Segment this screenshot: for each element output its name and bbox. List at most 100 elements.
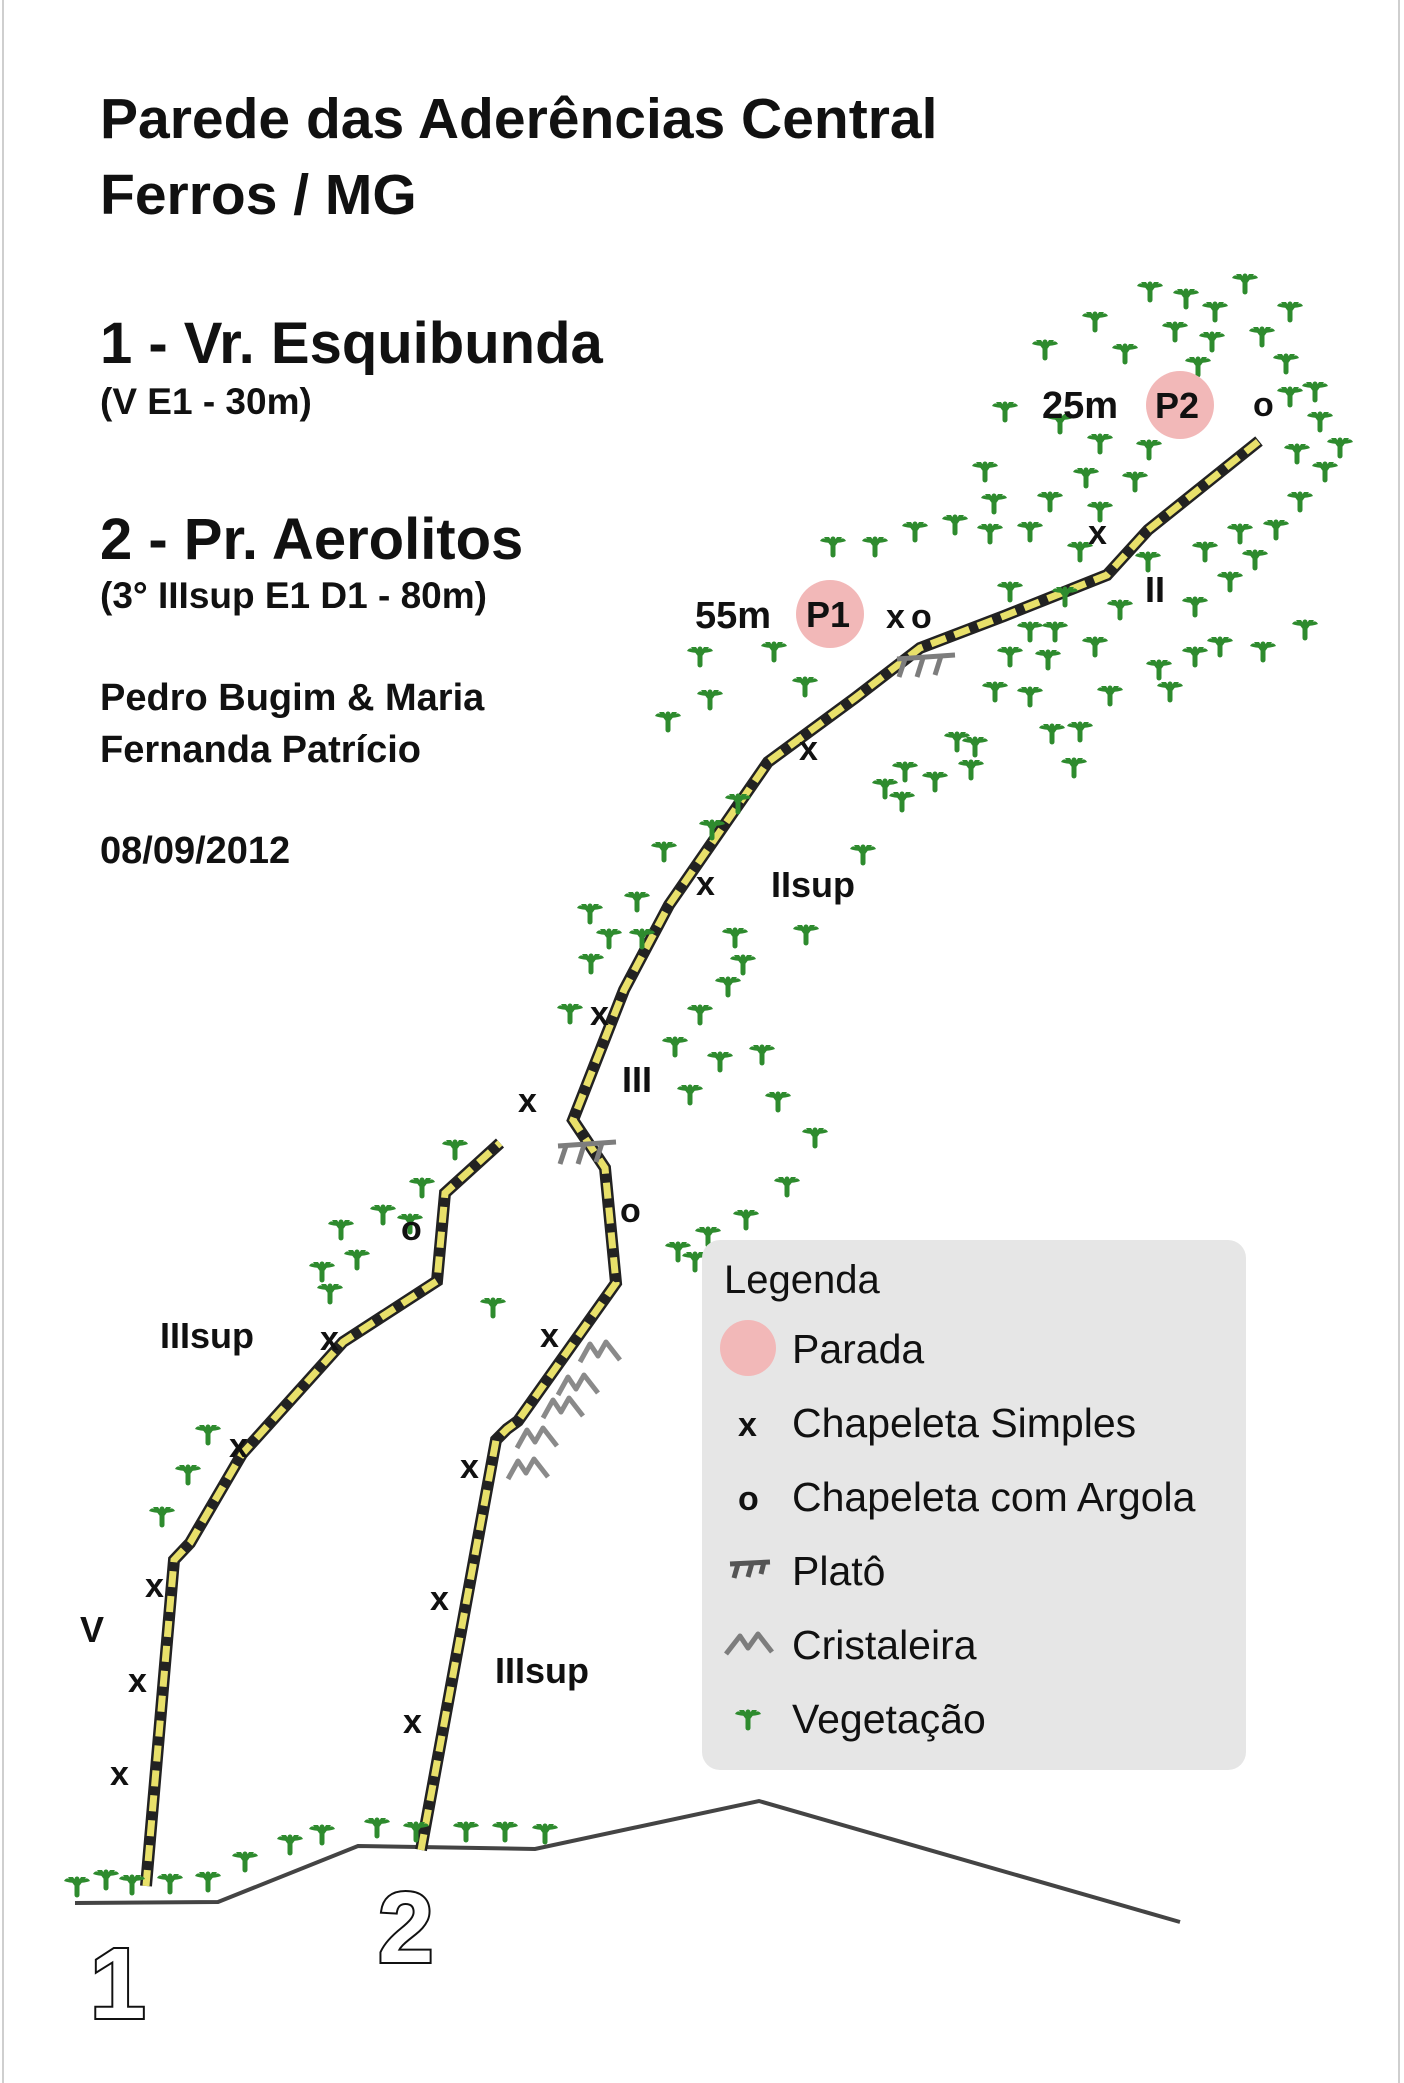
vegetation-icon [1327,438,1353,456]
vegetation-icon [992,402,1018,420]
vegetation-icon [1073,468,1099,486]
vegetation-icon [1173,289,1199,307]
vegetation-icon [1182,647,1208,665]
vegetation-icon [1146,660,1172,678]
legend-label: Platô [792,1548,886,1594]
vegetation-icon [1017,622,1043,640]
vegetation-icon [317,1284,343,1302]
legend-item-chapeleta-argola: o Chapeleta com Argola [702,1466,1246,1526]
vegetation-icon [1284,444,1310,462]
vegetation-icon [820,537,846,555]
vegetation-icon [958,760,984,778]
vegetation-icon [1249,327,1275,345]
vegetation-icon [1042,622,1068,640]
vegetation-icon [1157,682,1183,700]
vegetation-icon [792,677,818,695]
route-1-name: 1 - Vr. Esquibunda [100,311,603,376]
vegetation-icon [1112,344,1138,362]
crystal-icon [543,1398,583,1418]
vegetation-icon [442,1140,468,1158]
vegetation-icon [1307,412,1333,430]
vegetation-icon [157,1874,183,1892]
bolt-x-icon: x [518,1082,537,1120]
route-number-1: 1 [90,1928,146,2040]
grade-route-2-middle: III [622,1059,652,1100]
legend-panel: Legenda Parada x Chapeleta Simples o Cha… [702,1240,1246,1770]
vegetation-icon [715,977,741,995]
bolt-x-icon: x [128,1662,147,1700]
route-number-2: 2 [378,1872,434,1984]
vegetation-icon [1061,758,1087,776]
vegetation-icon [982,682,1008,700]
bolt-x-icon: x [590,995,609,1033]
vegetation-icon [1136,440,1162,458]
vegetation-icon [149,1507,175,1525]
vegetation-icon [577,904,603,922]
anchors-route-1: x x x x x o [110,1210,422,1793]
vegetation-icon [722,928,748,946]
vegetation-icon [793,925,819,943]
route-2-name: 2 - Pr. Aerolitos [100,507,524,572]
vegetation-icon [733,1210,759,1228]
bolt-x-icon: x [886,598,905,636]
vegetation-icon [1135,552,1161,570]
vegetation-icon [1302,382,1328,400]
legend-item-vegetacao: Vegetação [702,1688,1246,1748]
vegetation-icon [707,1052,733,1070]
vegetation-icon [1277,387,1303,405]
vegetation-icon [93,1870,119,1888]
vegetation-icon [1182,597,1208,615]
vegetation-icon [309,1825,335,1843]
vegetation-icon [765,1092,791,1110]
vegetation-icon [1035,650,1061,668]
vegetation-icon [977,524,1003,542]
legend-label: Parada [792,1326,925,1372]
vegetation-icon [1082,637,1108,655]
route-2-info: (3° IIIsup E1 D1 - 80m) [100,575,487,616]
title-line-2: Ferros / MG [100,163,417,227]
vegetation-icon [997,647,1023,665]
title-line-1: Parede das Aderências Central [100,87,938,151]
legend-label: Chapeleta Simples [792,1400,1137,1446]
ring-o-icon: o [738,1480,759,1518]
vegetation-icon [578,954,604,972]
vegetation-icon [557,1004,583,1022]
anchors-route-2: x x x x o x x x x x o x o [403,386,1274,1741]
vegetation-icon [1242,550,1268,568]
vegetation-icon [277,1835,303,1853]
bolt-x-icon: x [110,1755,129,1793]
vegetation-icon [624,892,650,910]
svg-text:x: x [738,1406,757,1444]
ring-o-icon: o [620,1192,641,1230]
crystal-icon [580,1342,620,1362]
legend-item-parada: Parada [702,1318,1246,1378]
vegetation-icon [981,494,1007,512]
bolt-x-icon: x [320,1320,339,1358]
legend-item-chapeleta-simples: x Chapeleta Simples [702,1392,1246,1452]
route-1-line [140,1138,505,1887]
vegetation-icon [309,1262,335,1280]
vegetation-icon [677,1085,703,1103]
belay-p1-label: P1 [806,594,850,635]
vegetation-icon [596,929,622,947]
grade-route-1-upper: IIIsup [160,1315,254,1356]
bolt-x-icon: x [540,1317,559,1355]
route-2-line [415,436,1263,1852]
vegetation-icon [1250,642,1276,660]
belay-p2-distance: 25m [1042,385,1118,427]
vegetation-icon [962,737,988,755]
belay-p2-label: P2 [1155,385,1199,426]
grade-route-1-lower: V [80,1609,104,1650]
vegetation-icon [1277,302,1303,320]
ring-o-icon: o [401,1210,422,1248]
ring-o-icon: o [1253,386,1274,424]
ground-line [74,1798,1181,1924]
legend-label: Cristaleira [792,1622,977,1668]
crystal-icon [558,1375,598,1395]
vegetation-icon [774,1177,800,1195]
bolt-x-icon: x [430,1580,449,1618]
crystal-icon [508,1459,548,1479]
vegetation-icon [1122,472,1148,490]
